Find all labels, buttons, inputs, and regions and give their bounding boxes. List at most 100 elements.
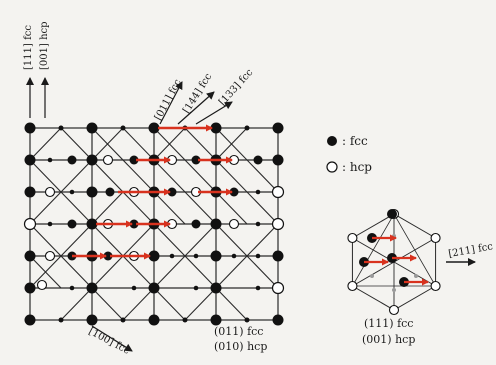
label-211-fcc: [211] fcc (448, 241, 495, 260)
fcc-atom (24, 282, 36, 294)
small-atom (244, 125, 250, 131)
hexagon-figure (347, 208, 441, 316)
hcp-atom (430, 280, 441, 292)
legend: : fcc : hcp (326, 134, 372, 174)
fcc-atom (105, 187, 115, 197)
diagonal-line (153, 127, 186, 161)
fcc-atom (191, 219, 201, 229)
fcc-atom (86, 314, 98, 326)
hcp-atom (271, 281, 285, 295)
diagonal-line (122, 223, 217, 321)
label-144-fcc: [144] fcc (181, 71, 214, 115)
label-111-fcc: [111] fcc (23, 25, 34, 70)
small-atom (255, 189, 261, 195)
legend-fcc-icon (327, 136, 337, 146)
fcc-atom (148, 314, 160, 326)
plane-label-small-hcp: (001) hcp (362, 333, 415, 346)
fcc-atom (86, 282, 98, 294)
diagonal-line (215, 223, 279, 289)
small-atom (255, 253, 261, 259)
fcc-atom (67, 219, 77, 229)
main-lattice (23, 122, 285, 326)
fcc-atom (272, 154, 284, 166)
fcc-atom (272, 122, 284, 134)
small-atom (169, 253, 175, 259)
hcp-atom (271, 185, 285, 199)
small-atom (58, 317, 64, 323)
fcc-atom (24, 186, 36, 198)
fcc-atom (86, 186, 98, 198)
diagonal-line (29, 255, 62, 289)
small-atom (69, 189, 75, 195)
fcc-atom (67, 155, 77, 165)
small-atom (69, 285, 75, 291)
diagonal-line (122, 127, 217, 225)
small-atom (255, 221, 261, 227)
small-atom (120, 125, 126, 131)
plane-label-small-fcc: (111) fcc (364, 317, 413, 330)
fcc-atom (86, 154, 98, 166)
legend-hcp-label: : hcp (342, 160, 372, 174)
hcp-atom (23, 217, 37, 231)
diagonal-line (91, 287, 124, 321)
diagonal-line (215, 127, 279, 193)
diagonal-line (153, 223, 217, 289)
small-atom (131, 285, 137, 291)
hcp-atom (430, 232, 441, 244)
arrow-100-fcc (91, 325, 133, 352)
diagonal-lines (29, 127, 279, 321)
label-100-fcc: [100] fcc (87, 326, 132, 357)
hcp-atom (44, 186, 56, 198)
fcc-atom (210, 122, 222, 134)
small-atom (47, 221, 53, 227)
hcp-atom (388, 304, 400, 316)
fcc-atom (24, 250, 36, 262)
hcp-atom (228, 218, 240, 230)
fcc-atom (148, 282, 160, 294)
fcc-atom (387, 209, 397, 219)
fcc-atom (24, 122, 36, 134)
small-atom (193, 285, 199, 291)
fcc-atom (272, 314, 284, 326)
small-atom (47, 157, 53, 163)
fcc-atom (210, 250, 222, 262)
hcp-atom (271, 217, 285, 231)
diagonal-line (215, 127, 248, 161)
fcc-atom (272, 250, 284, 262)
diagonal-line (60, 223, 155, 321)
hcp-atom (36, 279, 48, 291)
fcc-atom (86, 218, 98, 230)
fcc-atom (148, 122, 160, 134)
upper-direction-arrows (159, 81, 233, 125)
small-atom (370, 274, 374, 278)
small-atom (392, 288, 396, 292)
fcc-atom (24, 314, 36, 326)
plane-label-main-fcc: (011) fcc (214, 325, 263, 338)
fcc-atom (86, 122, 98, 134)
label-133-fcc: [133] fcc (217, 67, 256, 108)
fcc-atom (210, 282, 222, 294)
fcc-atom (210, 314, 222, 326)
diagonal-line (184, 223, 279, 321)
vertical-axis-arrows (26, 77, 49, 118)
legend-hcp-icon (326, 161, 338, 173)
small-atom (255, 285, 261, 291)
hcp-atom (347, 280, 358, 292)
diagonal-line (29, 127, 62, 161)
hcp-atom (347, 232, 358, 244)
diagonal-line (215, 287, 248, 321)
plane-label-main-hcp: (010) hcp (214, 340, 267, 353)
diagonal-line (29, 191, 124, 289)
hcp-atom (102, 154, 114, 166)
hexagon-triangle (351, 213, 437, 287)
fcc-atom (253, 155, 263, 165)
small-atom (120, 317, 126, 323)
displacement-arrows (72, 124, 233, 260)
diagonal-line (29, 159, 93, 225)
diagonal-line (153, 287, 186, 321)
diagonal-line (91, 127, 124, 161)
legend-fcc-label: : fcc (342, 134, 368, 148)
diagonal-line (60, 127, 155, 225)
small-atom (244, 317, 250, 323)
